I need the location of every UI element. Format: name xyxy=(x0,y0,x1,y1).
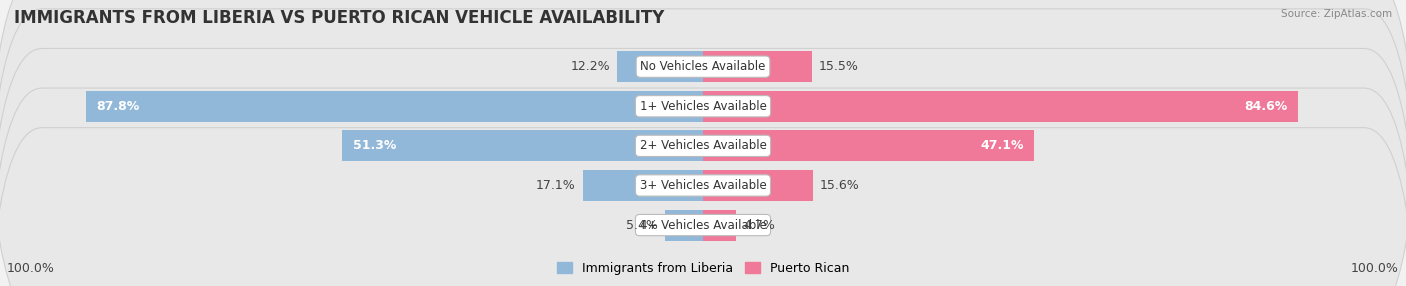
Text: 15.5%: 15.5% xyxy=(818,60,859,73)
Text: 84.6%: 84.6% xyxy=(1244,100,1288,113)
Text: 100.0%: 100.0% xyxy=(7,262,55,275)
Bar xyxy=(703,130,1035,161)
Text: 3+ Vehicles Available: 3+ Vehicles Available xyxy=(640,179,766,192)
Bar xyxy=(665,210,703,241)
Text: 4+ Vehicles Available: 4+ Vehicles Available xyxy=(640,219,766,232)
Bar xyxy=(703,51,813,82)
Text: 47.1%: 47.1% xyxy=(980,139,1024,152)
Bar xyxy=(86,91,703,122)
Text: 1+ Vehicles Available: 1+ Vehicles Available xyxy=(640,100,766,113)
Text: 17.1%: 17.1% xyxy=(536,179,576,192)
Text: 2+ Vehicles Available: 2+ Vehicles Available xyxy=(640,139,766,152)
Text: No Vehicles Available: No Vehicles Available xyxy=(640,60,766,73)
Text: IMMIGRANTS FROM LIBERIA VS PUERTO RICAN VEHICLE AVAILABILITY: IMMIGRANTS FROM LIBERIA VS PUERTO RICAN … xyxy=(14,9,665,27)
Text: Source: ZipAtlas.com: Source: ZipAtlas.com xyxy=(1281,9,1392,19)
Text: 51.3%: 51.3% xyxy=(353,139,396,152)
Legend: Immigrants from Liberia, Puerto Rican: Immigrants from Liberia, Puerto Rican xyxy=(551,257,855,280)
Bar xyxy=(703,210,737,241)
Text: 87.8%: 87.8% xyxy=(97,100,139,113)
Bar xyxy=(703,91,1298,122)
Text: 15.6%: 15.6% xyxy=(820,179,859,192)
Bar xyxy=(703,170,813,201)
Bar xyxy=(583,170,703,201)
Bar xyxy=(617,51,703,82)
Text: 5.4%: 5.4% xyxy=(626,219,658,232)
FancyBboxPatch shape xyxy=(0,6,1406,286)
Text: 12.2%: 12.2% xyxy=(571,60,610,73)
Bar xyxy=(343,130,703,161)
Text: 4.7%: 4.7% xyxy=(744,219,775,232)
Text: 100.0%: 100.0% xyxy=(1351,262,1399,275)
